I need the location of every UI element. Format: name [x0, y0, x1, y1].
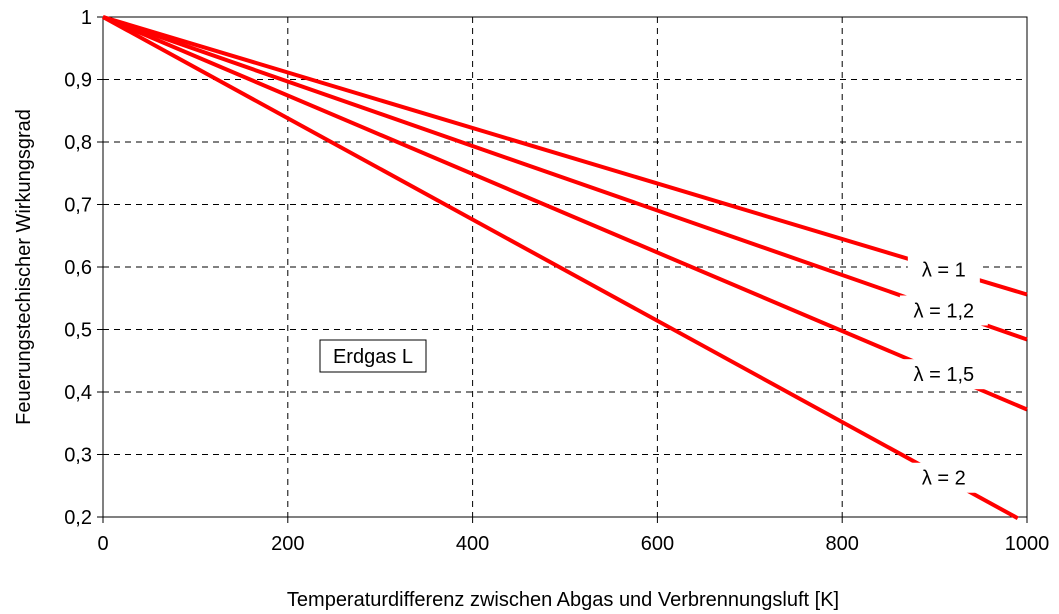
series-label-group: λ = 1,5 [899, 359, 988, 390]
series-label: λ = 2 [922, 468, 966, 490]
grid [103, 17, 1027, 517]
y-tick-label: 0,5 [64, 320, 92, 342]
series-labels: λ = 1 λ = 1,2 λ = 1,5 λ = 2 [899, 254, 988, 493]
y-tick-label: 0,2 [64, 507, 92, 529]
x-tick-label: 800 [826, 533, 859, 555]
series-line [102, 15, 1028, 342]
series-label-group: λ = 1,2 [899, 295, 988, 326]
x-tick-label: 200 [271, 533, 304, 555]
series-label-background [899, 295, 988, 326]
x-axis-title: Temperaturdifferenz zwischen Abgas und V… [287, 589, 839, 611]
y-tick-label: 1 [81, 7, 92, 29]
series-line [102, 15, 1028, 412]
series-label-group: λ = 2 [899, 462, 988, 493]
annotation-box [319, 339, 427, 373]
x-tick-label: 600 [641, 533, 674, 555]
erdgas-annotation: Erdgas L [319, 339, 427, 373]
series-line [102, 15, 1019, 521]
series-label: λ = 1,2 [914, 300, 975, 322]
series-label-background [899, 462, 988, 493]
y-axis-title: Feuerungstechischer Wirkungsgrad [13, 109, 35, 425]
series-lines [102, 15, 1028, 521]
y-tick-label: 0,7 [64, 195, 92, 217]
series-label-group: λ = 1 [907, 254, 980, 285]
y-tick-label: 0,6 [64, 257, 92, 279]
y-tick-label: 0,8 [64, 132, 92, 154]
series-line [102, 15, 1028, 297]
series-label-background [907, 254, 980, 285]
x-tick-label: 400 [456, 533, 489, 555]
annotation-text: Erdgas L [333, 346, 413, 368]
axes [97, 16, 1028, 523]
y-tick-label: 0,3 [64, 445, 92, 467]
y-tick-label: 0,4 [64, 382, 92, 404]
series-label: λ = 1,5 [914, 364, 975, 386]
y-tick-label: 0,9 [64, 70, 92, 92]
series-label-background [899, 359, 988, 390]
x-tick-label: 1000 [1005, 533, 1050, 555]
x-tick-label: 0 [97, 533, 108, 555]
series-label: λ = 1 [922, 260, 966, 282]
tick-labels: 0 200 400 600 800 1000 0,2 0,3 0,4 0,5 0,6 0,7 0,8 0,… [64, 7, 1049, 555]
